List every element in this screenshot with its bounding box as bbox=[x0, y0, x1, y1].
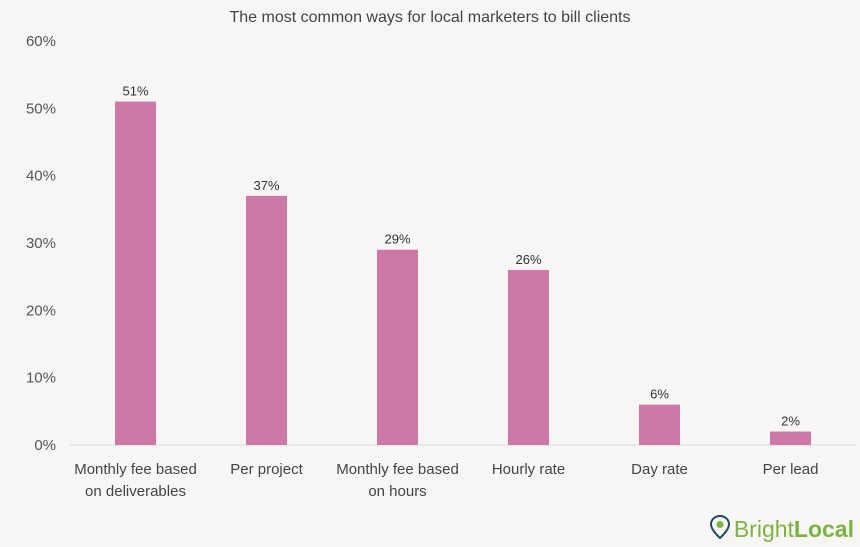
brightlocal-logo: Bright Local bbox=[709, 514, 854, 543]
bar bbox=[246, 195, 287, 445]
data-label: 37% bbox=[253, 178, 279, 193]
y-tick-label: 30% bbox=[26, 235, 56, 252]
y-tick-label: 60% bbox=[26, 33, 56, 50]
bar bbox=[377, 249, 418, 445]
data-label: 51% bbox=[122, 84, 148, 99]
data-label: 26% bbox=[515, 252, 541, 267]
logo-text-local: Local bbox=[793, 515, 854, 542]
bar bbox=[770, 431, 811, 445]
x-tick-label: Monthly fee based on deliverables bbox=[74, 461, 197, 500]
chart-title: The most common ways for local marketers… bbox=[229, 9, 630, 26]
y-tick-label: 50% bbox=[26, 100, 56, 117]
x-tick-label: Monthly fee based on hours bbox=[336, 461, 459, 500]
logo-text-bright: Bright bbox=[733, 515, 794, 542]
x-tick-label: Day rate bbox=[631, 461, 688, 478]
data-label: 6% bbox=[650, 387, 669, 402]
data-labels: 51% 37% 29% 26% 6% 2% bbox=[122, 84, 800, 429]
bars bbox=[115, 101, 811, 445]
y-tick-label: 0% bbox=[34, 437, 56, 454]
data-label: 29% bbox=[384, 232, 410, 247]
map-pin-icon bbox=[709, 514, 730, 543]
y-axis: 0% 10% 20% 30% 40% 50% 60% bbox=[26, 33, 56, 454]
x-tick-label: Per lead bbox=[763, 461, 819, 478]
y-tick-label: 20% bbox=[26, 302, 56, 319]
y-tick-label: 40% bbox=[26, 168, 56, 185]
x-tick-label: Hourly rate bbox=[492, 461, 565, 478]
x-axis: Monthly fee based on deliverables Per proj… bbox=[74, 461, 818, 500]
bar bbox=[508, 269, 549, 445]
data-label: 2% bbox=[781, 414, 800, 429]
bar bbox=[115, 101, 156, 445]
bar bbox=[639, 404, 680, 445]
y-tick-label: 10% bbox=[26, 370, 56, 387]
x-tick-label: Per project bbox=[230, 461, 303, 478]
